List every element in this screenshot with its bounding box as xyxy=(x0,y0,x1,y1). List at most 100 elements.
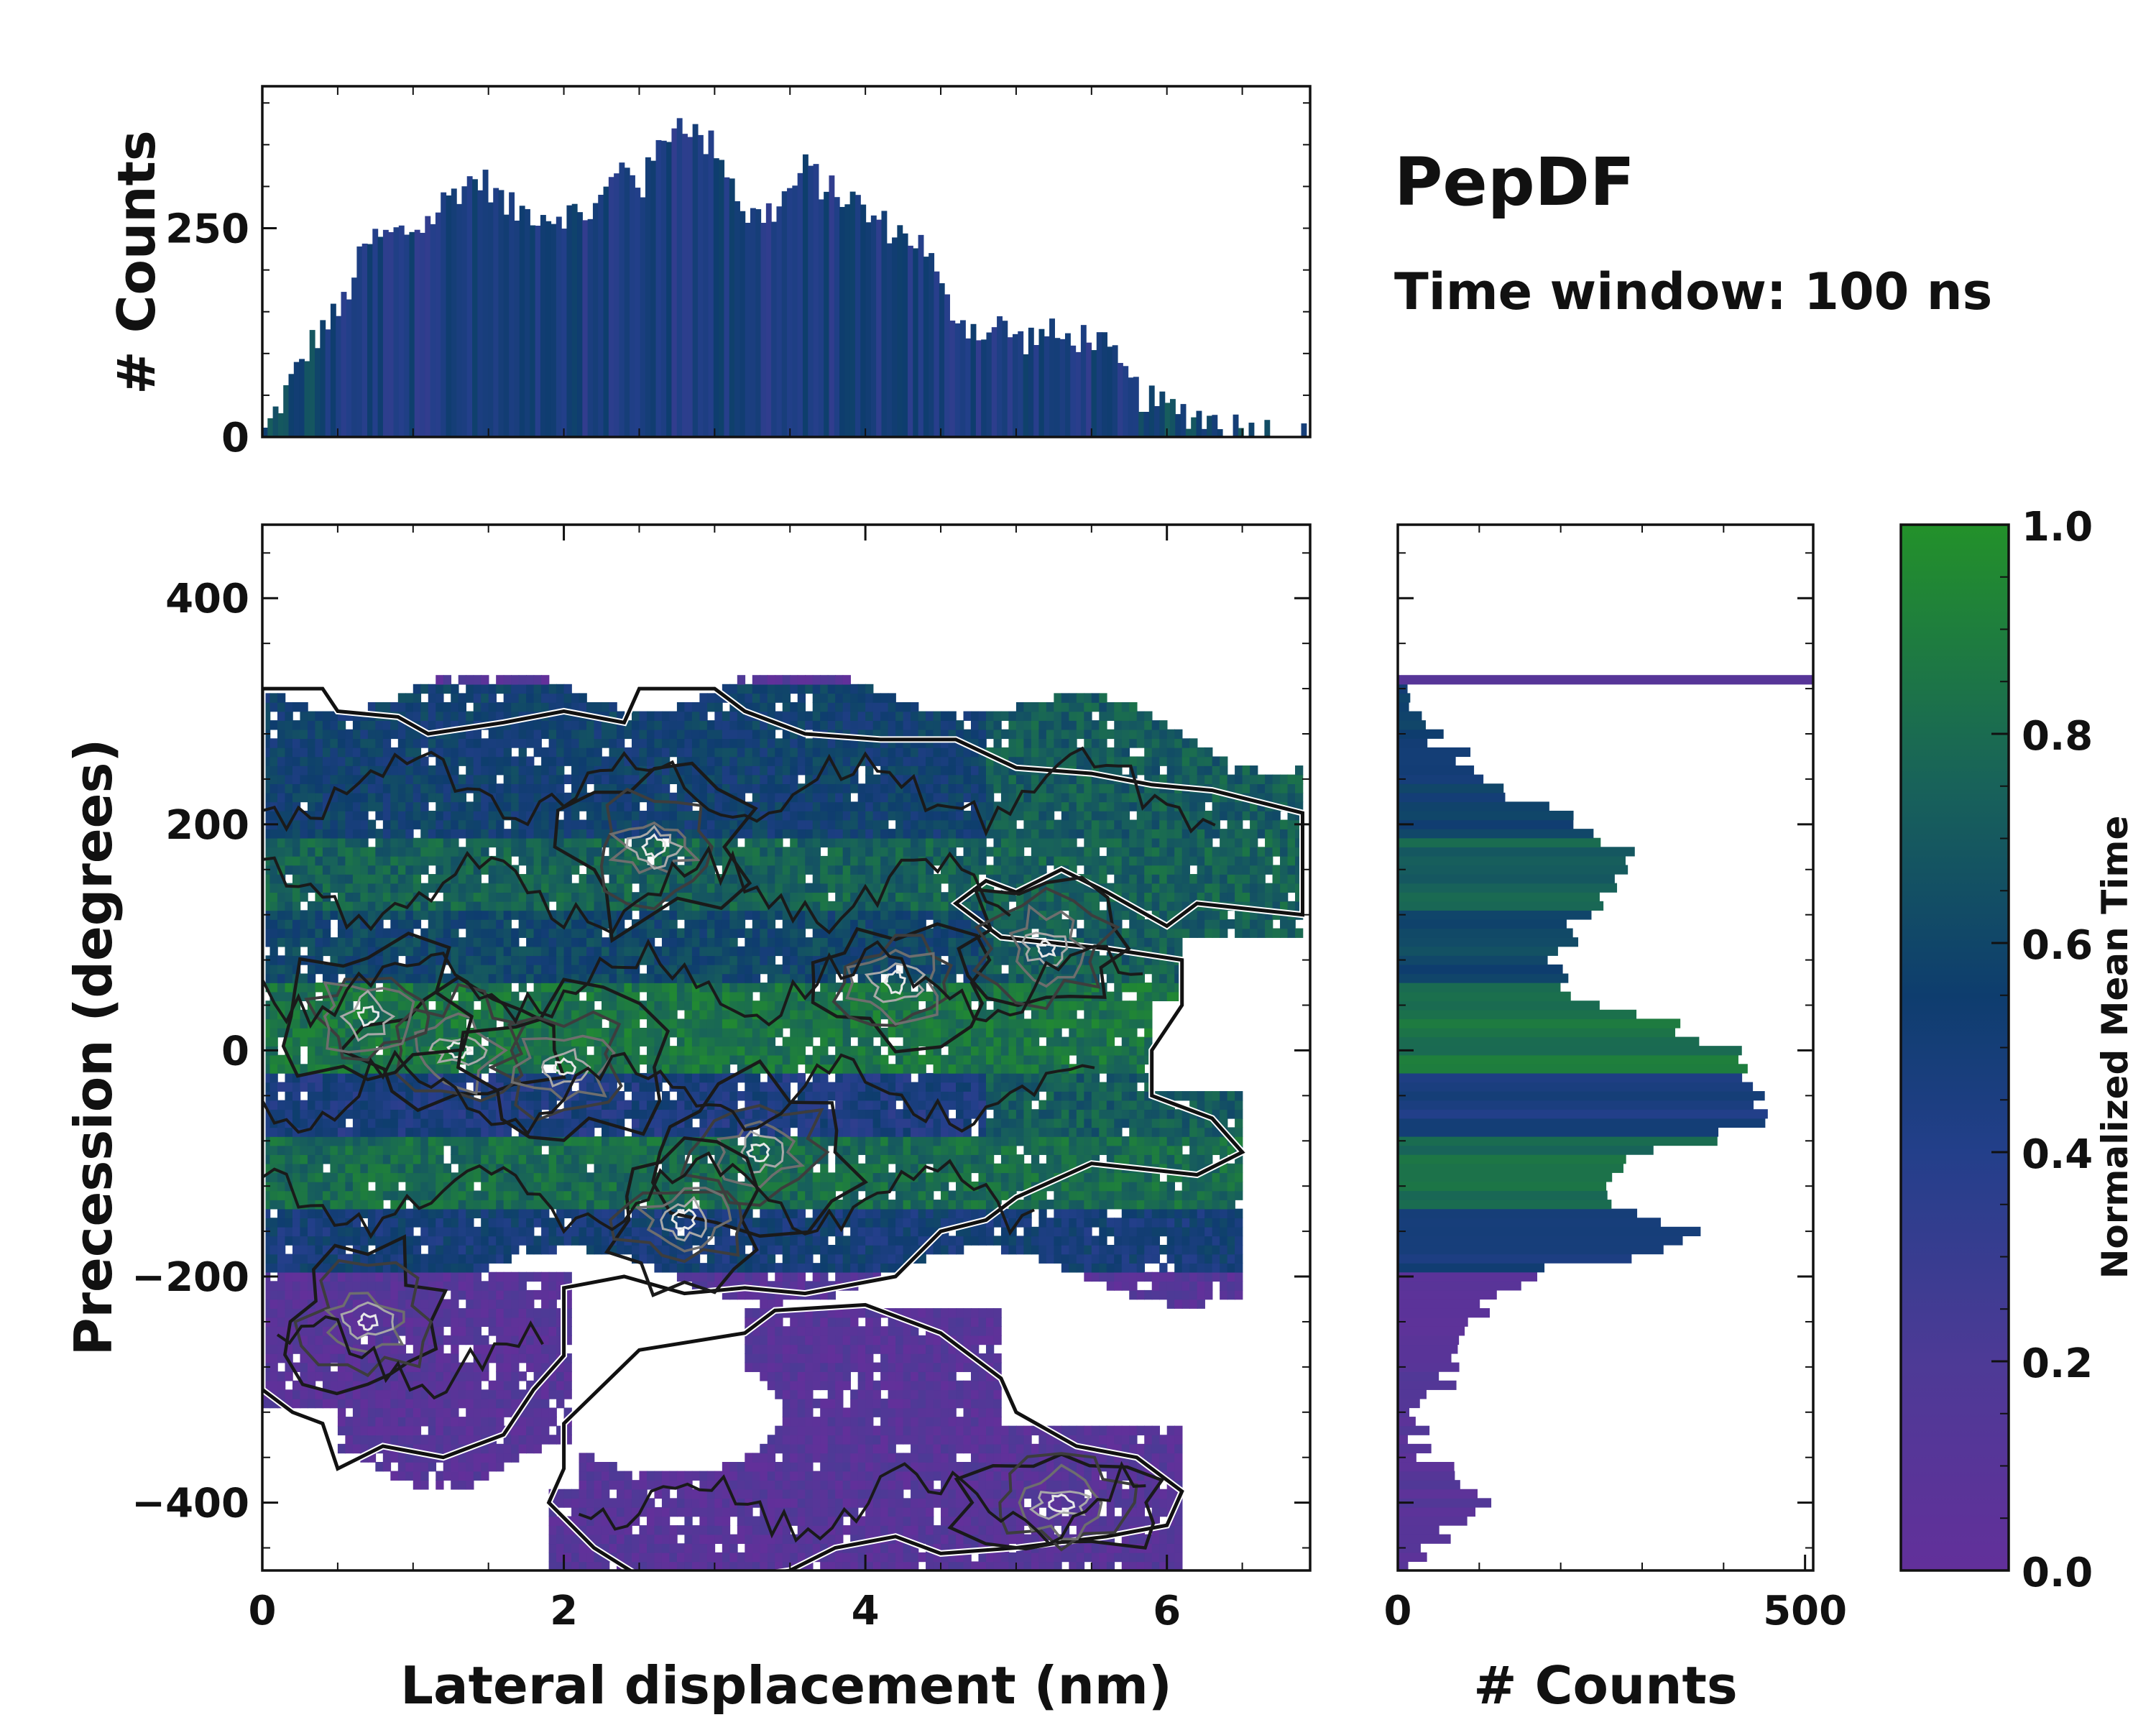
heatmap-cell xyxy=(337,1443,346,1454)
heatmap-cell xyxy=(518,783,527,794)
heatmap-cell xyxy=(443,910,452,920)
heatmap-cell xyxy=(602,937,610,947)
heatmap-cell xyxy=(706,1200,716,1210)
heatmap-cell xyxy=(518,702,527,712)
heatmap-cell xyxy=(602,964,610,975)
heatmap-cell xyxy=(594,801,602,811)
heatmap-cell xyxy=(436,946,444,957)
heatmap-cell xyxy=(503,928,512,938)
heatmap-cell xyxy=(307,1254,316,1264)
heatmap-cell xyxy=(639,1190,648,1200)
heatmap-cell xyxy=(330,910,338,920)
heatmap-cell xyxy=(405,1435,414,1445)
heatmap-cell xyxy=(594,720,602,730)
heatmap-cell xyxy=(262,892,271,902)
heatmap-cell xyxy=(563,847,572,857)
heatmap-cell xyxy=(511,1344,520,1354)
heatmap-cell xyxy=(518,720,527,730)
heatmap-cell xyxy=(352,774,361,785)
heatmap-cell xyxy=(616,1244,625,1255)
heatmap-cell xyxy=(337,1317,346,1328)
heatmap-cell xyxy=(586,883,595,893)
heatmap-cell xyxy=(375,756,384,766)
heatmap-cell xyxy=(375,1389,384,1399)
heatmap-cell xyxy=(428,1091,437,1101)
heatmap-cell xyxy=(563,1543,572,1553)
heatmap-cell xyxy=(262,1218,271,1228)
heatmap-cell xyxy=(602,1561,610,1570)
heatmap-cell xyxy=(436,983,444,993)
heatmap-cell xyxy=(548,747,557,758)
heatmap-cell xyxy=(367,1335,377,1346)
heatmap-cell xyxy=(699,983,708,993)
heatmap-cell xyxy=(315,919,323,929)
heatmap-cell xyxy=(609,973,617,983)
heatmap-cell xyxy=(473,1471,482,1481)
heatmap-cell xyxy=(292,1208,301,1219)
top-histogram-bar xyxy=(849,191,856,437)
heatmap-cell xyxy=(292,738,301,748)
heatmap-cell xyxy=(676,847,686,857)
heatmap-cell xyxy=(691,955,701,965)
heatmap-cell xyxy=(556,1552,565,1563)
heatmap-cell xyxy=(292,937,301,947)
heatmap-cell xyxy=(270,865,278,875)
heatmap-cell xyxy=(300,1109,308,1119)
heatmap-cell xyxy=(375,1163,384,1174)
heatmap-cell xyxy=(586,720,595,730)
heatmap-cell xyxy=(405,1417,414,1427)
heatmap-cell xyxy=(602,810,610,821)
heatmap-cell xyxy=(390,1109,399,1119)
heatmap-cell xyxy=(631,829,640,839)
heatmap-cell xyxy=(511,1389,520,1399)
heatmap-cell xyxy=(579,829,587,839)
heatmap-cell xyxy=(518,1326,527,1336)
heatmap-cell xyxy=(563,919,572,929)
heatmap-cell xyxy=(616,1190,625,1200)
heatmap-cell xyxy=(579,1190,587,1200)
heatmap-cell xyxy=(533,946,542,957)
heatmap-cell xyxy=(631,1072,640,1083)
heatmap-cell xyxy=(481,1118,489,1128)
heatmap-cell xyxy=(270,1064,278,1074)
heatmap-cell xyxy=(458,829,467,839)
heatmap-cell xyxy=(375,1308,384,1318)
heatmap-cell xyxy=(360,1036,369,1046)
top-histogram-bar xyxy=(1164,402,1171,437)
heatmap-cell xyxy=(676,937,686,947)
heatmap-cell xyxy=(609,1118,617,1128)
heatmap-cell xyxy=(602,1461,610,1472)
heatmap-cell xyxy=(602,1525,610,1535)
heatmap-cell xyxy=(563,1236,572,1246)
heatmap-cell xyxy=(397,1163,407,1174)
heatmap-cell xyxy=(300,1082,308,1092)
heatmap-cell xyxy=(300,1064,308,1074)
heatmap-cell xyxy=(496,801,505,811)
heatmap-cell xyxy=(262,1344,271,1354)
heatmap-cell xyxy=(375,1226,384,1237)
heatmap-cell xyxy=(548,792,557,803)
heatmap-cell xyxy=(466,1480,474,1490)
heatmap-cell xyxy=(518,847,527,857)
heatmap-cell xyxy=(307,756,316,766)
heatmap-cell xyxy=(661,1190,671,1200)
heatmap-cell xyxy=(503,855,512,866)
heatmap-cell xyxy=(345,1425,354,1436)
heatmap-cell xyxy=(397,865,407,875)
heatmap-cell xyxy=(458,1190,467,1200)
heatmap-cell xyxy=(654,1000,663,1011)
heatmap-cell xyxy=(315,1163,323,1174)
heatmap-cell xyxy=(669,1480,678,1490)
heatmap-cell xyxy=(609,819,617,829)
heatmap-cell xyxy=(722,1236,731,1246)
heatmap-cell xyxy=(624,1244,632,1255)
heatmap-cell xyxy=(548,774,557,785)
heatmap-cell xyxy=(488,1271,497,1282)
heatmap-cell xyxy=(714,973,723,983)
heatmap-cell xyxy=(300,1335,308,1346)
heatmap-cell xyxy=(466,1289,474,1300)
heatmap-cell xyxy=(631,1136,640,1146)
heatmap-cell xyxy=(669,1136,678,1146)
heatmap-cell xyxy=(360,1389,369,1399)
heatmap-cell xyxy=(382,1407,392,1417)
